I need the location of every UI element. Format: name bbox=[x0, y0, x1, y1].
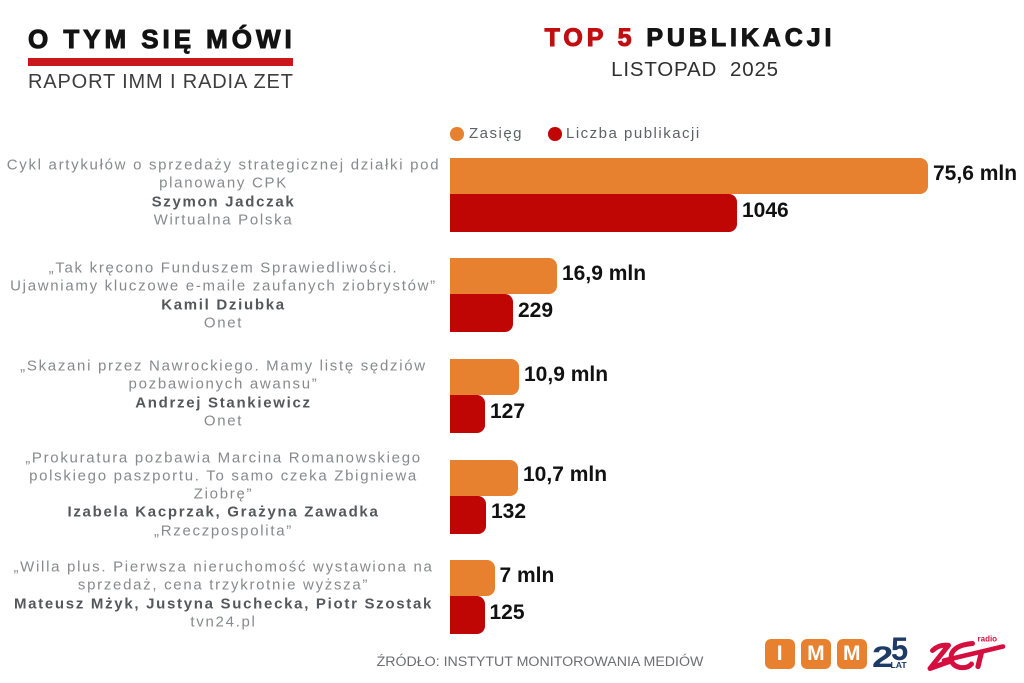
svg-text:radio: radio bbox=[978, 635, 998, 644]
